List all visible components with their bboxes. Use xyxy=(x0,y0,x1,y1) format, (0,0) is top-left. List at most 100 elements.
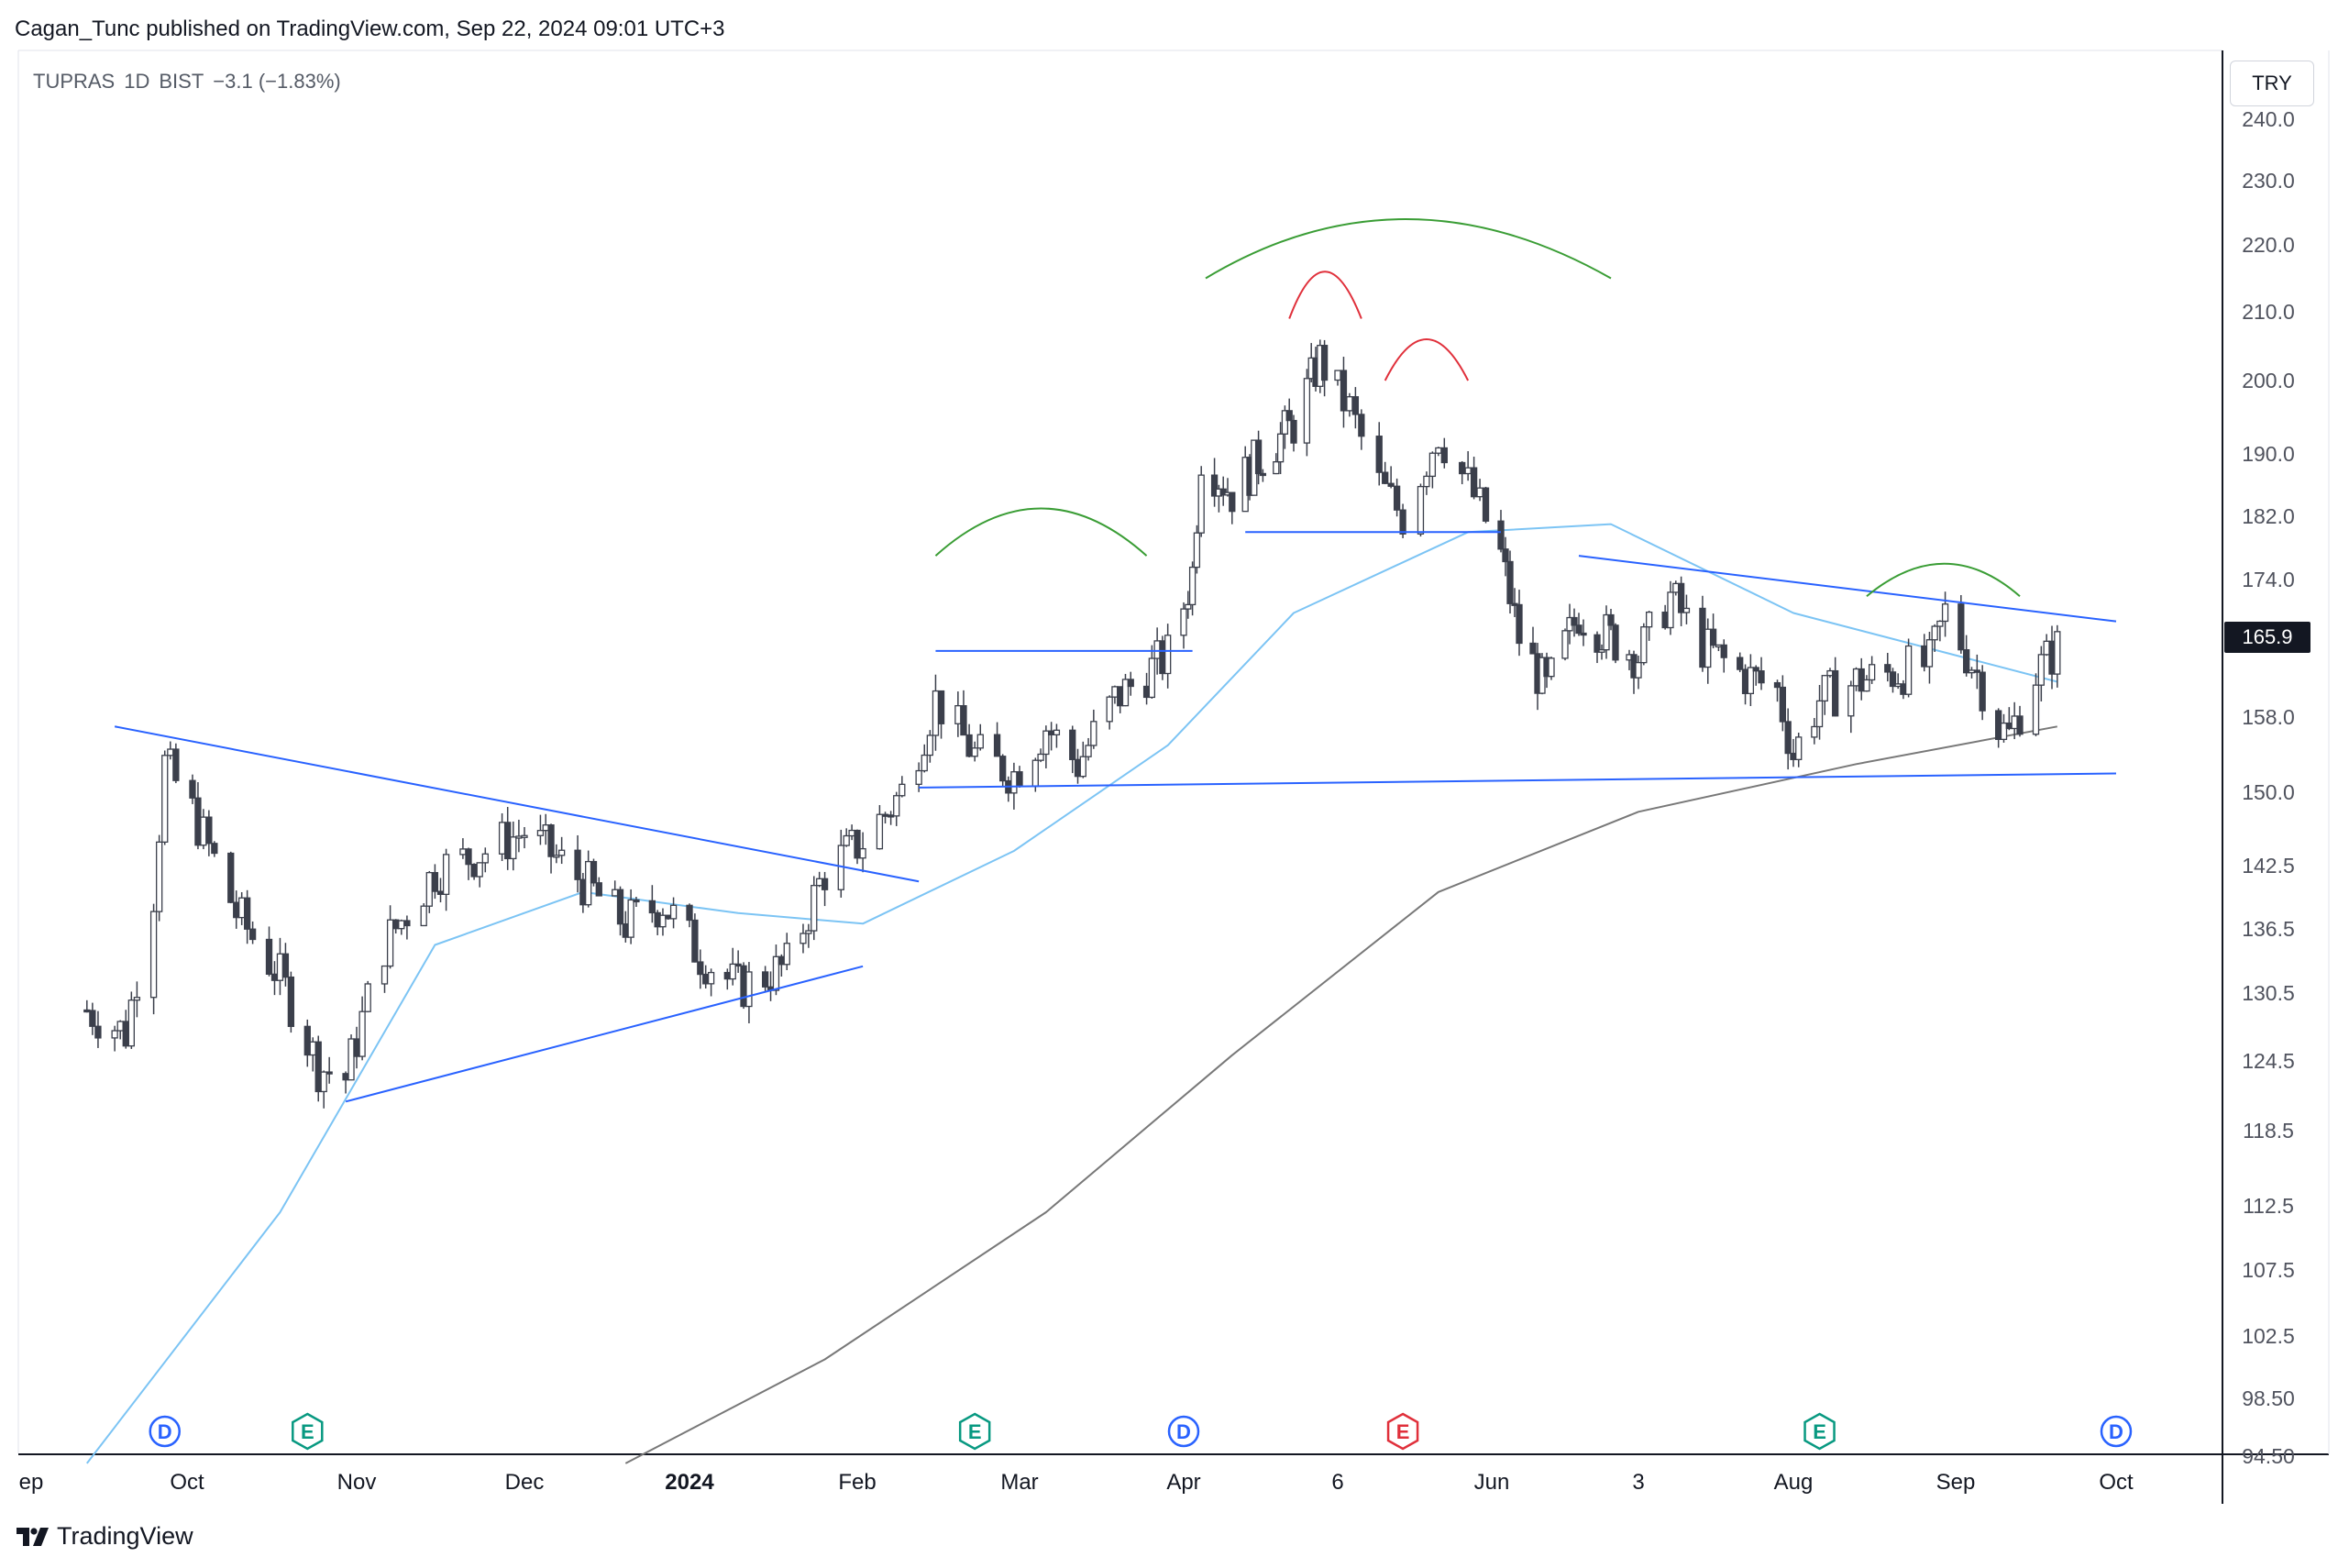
y-tick-label: 94.50 xyxy=(2242,1444,2295,1468)
candle-body xyxy=(1229,491,1236,513)
candle-body xyxy=(2016,715,2024,735)
candle-body xyxy=(1607,613,1615,626)
candle-body xyxy=(1423,475,1430,488)
candle-body xyxy=(515,835,523,839)
candle-body xyxy=(1741,668,1749,695)
x-tick-label: Aug xyxy=(1774,1470,1814,1495)
candle-body xyxy=(1351,396,1360,415)
candle-body xyxy=(172,748,180,781)
candle-body xyxy=(954,705,962,724)
candle-body xyxy=(633,899,640,903)
candle-body xyxy=(729,963,736,980)
candle-body xyxy=(1047,730,1055,735)
candle-body xyxy=(1303,378,1311,444)
candle-body xyxy=(859,847,866,859)
x-tick-label: Jun xyxy=(1474,1470,1510,1495)
candle-body xyxy=(1747,667,1755,695)
trendline xyxy=(114,725,920,883)
candle-body xyxy=(590,860,598,884)
x-tick-label: Oct xyxy=(170,1470,204,1495)
earnings-marker-label: E xyxy=(1396,1420,1410,1443)
candle-body xyxy=(816,878,823,887)
candle-body xyxy=(976,734,984,749)
y-tick-label: 240.0 xyxy=(2242,107,2295,131)
earnings-marker-icon xyxy=(1803,1412,1836,1451)
candle-body xyxy=(843,834,850,846)
candle-body xyxy=(436,890,445,895)
candle-body xyxy=(1821,675,1828,702)
candle-body xyxy=(1571,616,1578,626)
last-price-label: 165.9 xyxy=(2224,622,2310,653)
candle-body xyxy=(1016,771,1023,788)
candle-body xyxy=(1847,685,1855,717)
candle-body xyxy=(926,734,933,756)
candle-body xyxy=(314,1041,322,1093)
candle-body xyxy=(1393,485,1401,511)
candle-body xyxy=(386,919,394,967)
currency-button[interactable]: TRY xyxy=(2230,61,2314,106)
candle-body xyxy=(1677,582,1685,613)
symbol-legend[interactable]: TUPRAS 1D BIST −3.1 (−1.83%) xyxy=(33,70,350,94)
dividend-marker-label: D xyxy=(158,1420,172,1443)
candle-body xyxy=(1884,664,1891,673)
candle-body xyxy=(1904,645,1913,695)
y-tick-label: 174.0 xyxy=(2242,568,2295,591)
candle-body xyxy=(320,1071,327,1093)
x-tick-label: Apr xyxy=(1166,1470,1200,1495)
y-tick-label: 107.5 xyxy=(2242,1258,2295,1282)
tradingview-logo[interactable]: TradingView xyxy=(17,1522,193,1551)
candle-body xyxy=(364,983,371,1012)
ma-long-line xyxy=(624,725,2057,1464)
candle-body xyxy=(1428,452,1437,478)
candle-body xyxy=(1358,414,1365,437)
y-tick-label: 150.0 xyxy=(2242,780,2295,804)
candle-body xyxy=(1042,730,1050,756)
candle-body xyxy=(211,843,218,855)
candle-body xyxy=(1074,758,1082,778)
candle-body xyxy=(1709,628,1717,646)
candle-body xyxy=(1435,447,1442,454)
candle-body xyxy=(1142,685,1151,699)
candle-body xyxy=(200,816,207,846)
candle-body xyxy=(1958,603,1965,651)
candle-body xyxy=(1773,681,1781,689)
candle-body xyxy=(1561,630,1569,659)
candle-body xyxy=(167,748,174,756)
candle-body xyxy=(1111,686,1119,698)
candle-body xyxy=(1594,634,1601,653)
x-tick-label: ep xyxy=(19,1470,44,1495)
y-tick-label: 102.5 xyxy=(2242,1324,2295,1348)
candle-body xyxy=(777,955,786,966)
y-tick-label: 118.5 xyxy=(2243,1119,2294,1143)
candle-body xyxy=(1720,644,1727,658)
candle-body xyxy=(2032,684,2040,735)
candle-body xyxy=(1470,467,1478,498)
candle-body xyxy=(189,779,196,799)
candle-body xyxy=(937,690,945,724)
candle-body xyxy=(1529,642,1537,655)
candle-body xyxy=(542,824,549,832)
y-tick-label: 158.0 xyxy=(2242,705,2295,729)
candle-body xyxy=(1715,644,1723,648)
candle-body xyxy=(648,900,656,914)
candle-body xyxy=(654,911,661,928)
candle-body xyxy=(627,899,634,938)
y-tick-label: 210.0 xyxy=(2242,300,2295,324)
earnings-marker-icon xyxy=(1386,1412,1419,1451)
candle-body xyxy=(510,836,517,860)
pattern-arc xyxy=(934,507,1148,557)
candle-body xyxy=(425,871,433,907)
candle-body xyxy=(993,734,1001,757)
candle-body xyxy=(915,769,922,785)
candle-body xyxy=(1281,410,1289,435)
candle-body xyxy=(665,914,672,920)
candle-body xyxy=(1127,679,1134,688)
candle-body xyxy=(1815,700,1824,728)
candle-body xyxy=(1973,669,1980,673)
pattern-arc xyxy=(1384,338,1470,381)
publisher-header: Cagan_Tunc published on TradingView.com,… xyxy=(15,17,725,41)
candle-body xyxy=(347,1038,355,1081)
pattern-arc xyxy=(1205,218,1612,280)
candle-body xyxy=(1079,756,1086,778)
